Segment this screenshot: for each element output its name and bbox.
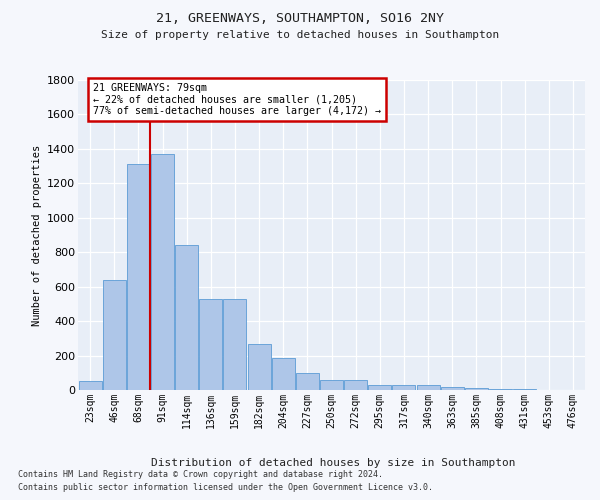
Text: 21, GREENWAYS, SOUTHAMPTON, SO16 2NY: 21, GREENWAYS, SOUTHAMPTON, SO16 2NY [156, 12, 444, 26]
Bar [103, 280, 125, 390]
Bar [79, 382, 101, 390]
Bar [441, 387, 464, 390]
Bar [320, 380, 343, 390]
Bar [248, 344, 271, 390]
Bar [489, 389, 512, 390]
Y-axis label: Number of detached properties: Number of detached properties [32, 144, 41, 326]
Text: Size of property relative to detached houses in Southampton: Size of property relative to detached ho… [101, 30, 499, 40]
Text: Contains HM Land Registry data © Crown copyright and database right 2024.: Contains HM Land Registry data © Crown c… [18, 470, 383, 479]
Bar [296, 373, 319, 390]
Bar [465, 388, 488, 390]
Text: Contains public sector information licensed under the Open Government Licence v3: Contains public sector information licen… [18, 484, 433, 492]
Bar [392, 385, 415, 390]
Bar [344, 380, 367, 390]
Bar [223, 298, 247, 390]
Bar [199, 298, 222, 390]
Bar [272, 358, 295, 390]
Bar [175, 246, 198, 390]
Bar [151, 154, 174, 390]
Bar [127, 164, 150, 390]
Bar [416, 385, 440, 390]
Text: Distribution of detached houses by size in Southampton: Distribution of detached houses by size … [151, 458, 515, 468]
Text: 21 GREENWAYS: 79sqm
← 22% of detached houses are smaller (1,205)
77% of semi-det: 21 GREENWAYS: 79sqm ← 22% of detached ho… [93, 82, 381, 116]
Bar [368, 385, 391, 390]
